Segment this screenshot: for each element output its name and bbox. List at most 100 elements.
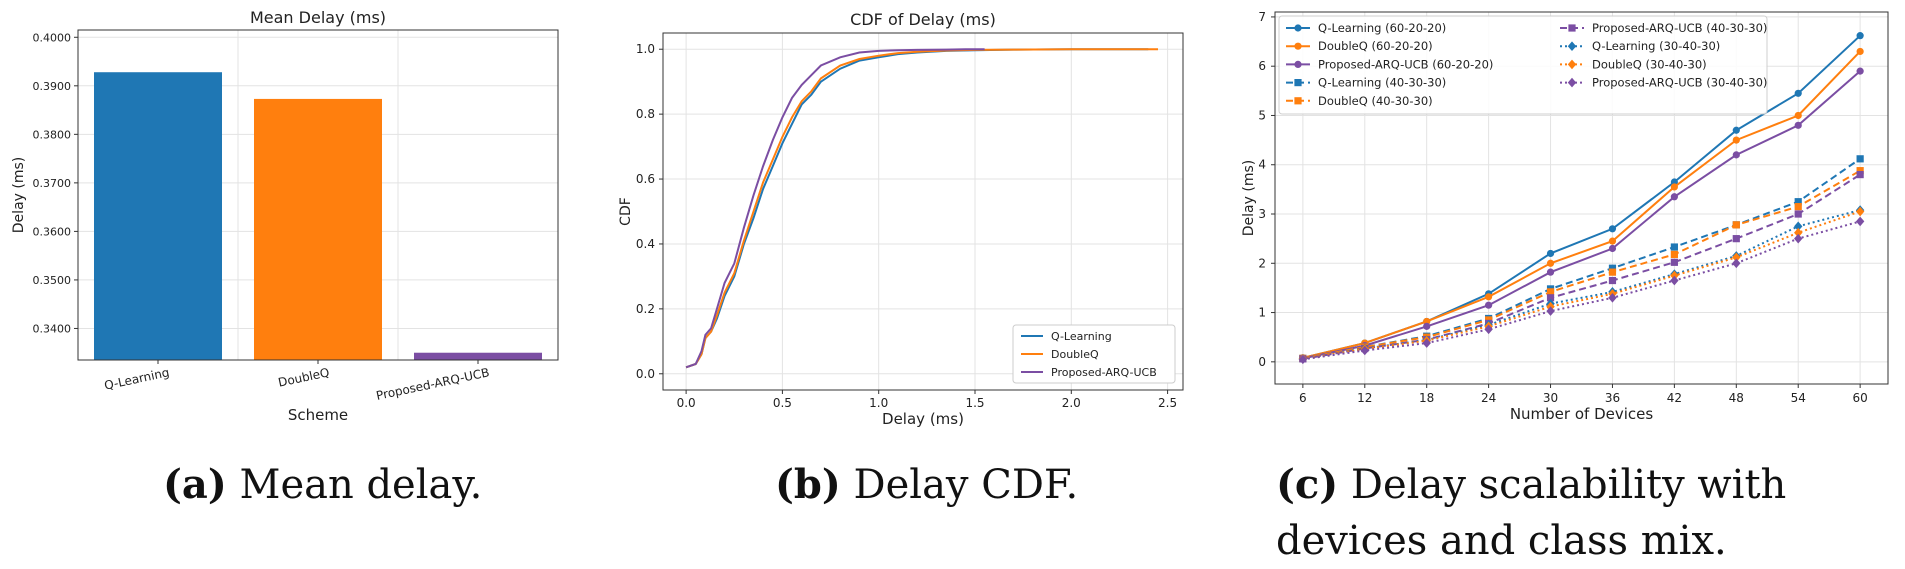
caption-b-label: (b) bbox=[775, 461, 841, 508]
series-q-learning-40-30-30- bbox=[1299, 155, 1864, 362]
bar-proposed-arq-ucb bbox=[414, 352, 542, 360]
marker-square bbox=[1794, 203, 1802, 211]
marker-circle bbox=[1423, 322, 1431, 330]
marker-square bbox=[1670, 243, 1678, 251]
marker-circle bbox=[1423, 317, 1431, 326]
series-line bbox=[1302, 209, 1861, 360]
marker-diamond bbox=[1732, 258, 1741, 269]
series-proposed-arq-ucb-60-20-20- bbox=[1299, 67, 1864, 362]
x-tick-label: DoubleQ bbox=[277, 365, 331, 389]
marker-circle bbox=[1856, 47, 1864, 56]
series-line bbox=[1302, 70, 1861, 360]
y-tick-label: 0.3800 bbox=[33, 128, 72, 141]
x-tick-label: 24 bbox=[1481, 391, 1496, 405]
marker-square bbox=[1546, 288, 1555, 296]
y-tick-label: 7 bbox=[1258, 10, 1266, 24]
marker-circle bbox=[1608, 237, 1617, 245]
y-tick-label: 0.4000 bbox=[33, 31, 72, 44]
plot-frame-a bbox=[77, 29, 559, 361]
marker-circle bbox=[1546, 249, 1555, 258]
x-tick-label: 60 bbox=[1852, 391, 1867, 405]
series-line bbox=[1302, 169, 1861, 360]
marker-circle bbox=[1670, 178, 1678, 186]
legend-label: Q-Learning (40-30-30) bbox=[1318, 76, 1446, 90]
marker-diamond bbox=[1794, 221, 1803, 232]
marker-circle bbox=[1856, 67, 1864, 75]
series-proposed-arq-ucb-40-30-30- bbox=[1299, 170, 1864, 363]
marker-square bbox=[1568, 24, 1576, 32]
figure: 0.34000.35000.36000.37000.38000.39000.40… bbox=[11, 8, 1889, 428]
marker-square bbox=[1608, 268, 1617, 276]
legend-label: Proposed-ARQ-UCB (40-30-30) bbox=[1592, 21, 1767, 35]
marker-circle bbox=[1485, 301, 1493, 309]
y-axis-label-c: Delay (ms) bbox=[1241, 160, 1257, 236]
y-axis-label-a: Delay (ms) bbox=[11, 157, 27, 233]
marker-square bbox=[1546, 294, 1555, 302]
y-tick-label: 1 bbox=[1258, 306, 1266, 320]
y-tick-label: 0 bbox=[1258, 355, 1266, 369]
marker-square bbox=[1608, 264, 1617, 272]
panel-a-bar-chart: 0.3400 0.3500 0.3600 0.3700 0.3800 0.3900 0.40… bbox=[11, 8, 559, 424]
legend-label: Proposed-ARQ-UCB (60-20-20) bbox=[1318, 57, 1493, 71]
series-line bbox=[1302, 173, 1861, 360]
marker-diamond bbox=[1567, 41, 1577, 51]
marker-square bbox=[1732, 221, 1740, 229]
caption-a-label: (a) bbox=[163, 461, 227, 508]
marker-diamond bbox=[1546, 306, 1555, 316]
y-tick-label: 0.4 bbox=[636, 237, 655, 251]
series-line bbox=[1302, 50, 1861, 359]
x-tick-label: 2.0 bbox=[1062, 396, 1081, 410]
y-tick-label: 3 bbox=[1258, 207, 1266, 221]
legend-label: DoubleQ (40-30-30) bbox=[1318, 94, 1433, 108]
marker-diamond bbox=[1360, 345, 1369, 356]
caption-a: (a) Mean delay. bbox=[163, 457, 482, 513]
marker-square bbox=[1856, 170, 1864, 179]
x-axis-label-c: Number of Devices bbox=[1510, 405, 1654, 423]
marker-diamond bbox=[1794, 233, 1803, 244]
marker-circle bbox=[1608, 244, 1617, 253]
plot-frame-b bbox=[662, 32, 1184, 391]
chart-title-a: Mean Delay (ms) bbox=[250, 8, 386, 27]
legend-label: Q-Learning (60-20-20) bbox=[1318, 21, 1446, 35]
caption-b-text: Delay CDF. bbox=[840, 462, 1079, 508]
marker-diamond bbox=[1670, 275, 1679, 286]
marker-circle bbox=[1485, 293, 1493, 301]
marker-diamond bbox=[1608, 292, 1617, 303]
marker-diamond bbox=[1484, 324, 1493, 335]
legend-box-c bbox=[1278, 15, 1768, 115]
cdf-line-proposed-arq-ucb bbox=[685, 48, 985, 369]
series-doubleq-40-30-30- bbox=[1299, 167, 1864, 362]
y-tick-label: 0.3900 bbox=[33, 80, 72, 93]
y-tick-label: 0.0 bbox=[636, 367, 655, 381]
y-tick-label: 0.6 bbox=[636, 172, 655, 186]
x-tick-label: 2.5 bbox=[1158, 396, 1177, 410]
y-tick-label: 5 bbox=[1258, 108, 1266, 122]
marker-diamond bbox=[1855, 206, 1865, 217]
marker-circle bbox=[1794, 121, 1802, 129]
marker-square bbox=[1670, 258, 1678, 266]
legend-label: Q-Learning bbox=[1051, 330, 1112, 343]
marker-square bbox=[1794, 210, 1802, 218]
y-tick-label: 0.3600 bbox=[33, 225, 72, 238]
series-proposed-arq-ucb-30-40-30- bbox=[1298, 216, 1865, 365]
marker-diamond bbox=[1670, 270, 1679, 281]
marker-circle bbox=[1670, 193, 1678, 201]
y-tick-label: 1.0 bbox=[636, 42, 655, 56]
legend-label: DoubleQ (30-40-30) bbox=[1592, 57, 1707, 71]
x-tick-label: Proposed-ARQ-UCB bbox=[375, 365, 491, 403]
marker-circle bbox=[1670, 183, 1678, 191]
caption-b: (b) Delay CDF. bbox=[775, 457, 1078, 513]
marker-diamond bbox=[1732, 252, 1741, 263]
marker-square bbox=[1294, 97, 1302, 105]
legend-label: DoubleQ (60-20-20) bbox=[1318, 39, 1433, 53]
legend-label: Proposed-ARQ-UCB (30-40-30) bbox=[1592, 76, 1767, 90]
marker-circle bbox=[1294, 60, 1302, 68]
bar-q-learning bbox=[94, 72, 222, 361]
marker-square bbox=[1732, 235, 1740, 243]
legend-label: DoubleQ bbox=[1051, 348, 1099, 361]
x-tick-label: 42 bbox=[1667, 391, 1682, 405]
y-tick-label: 0.3400 bbox=[33, 322, 72, 335]
y-tick-label: 0.8 bbox=[636, 107, 655, 121]
marker-diamond bbox=[1855, 216, 1865, 227]
